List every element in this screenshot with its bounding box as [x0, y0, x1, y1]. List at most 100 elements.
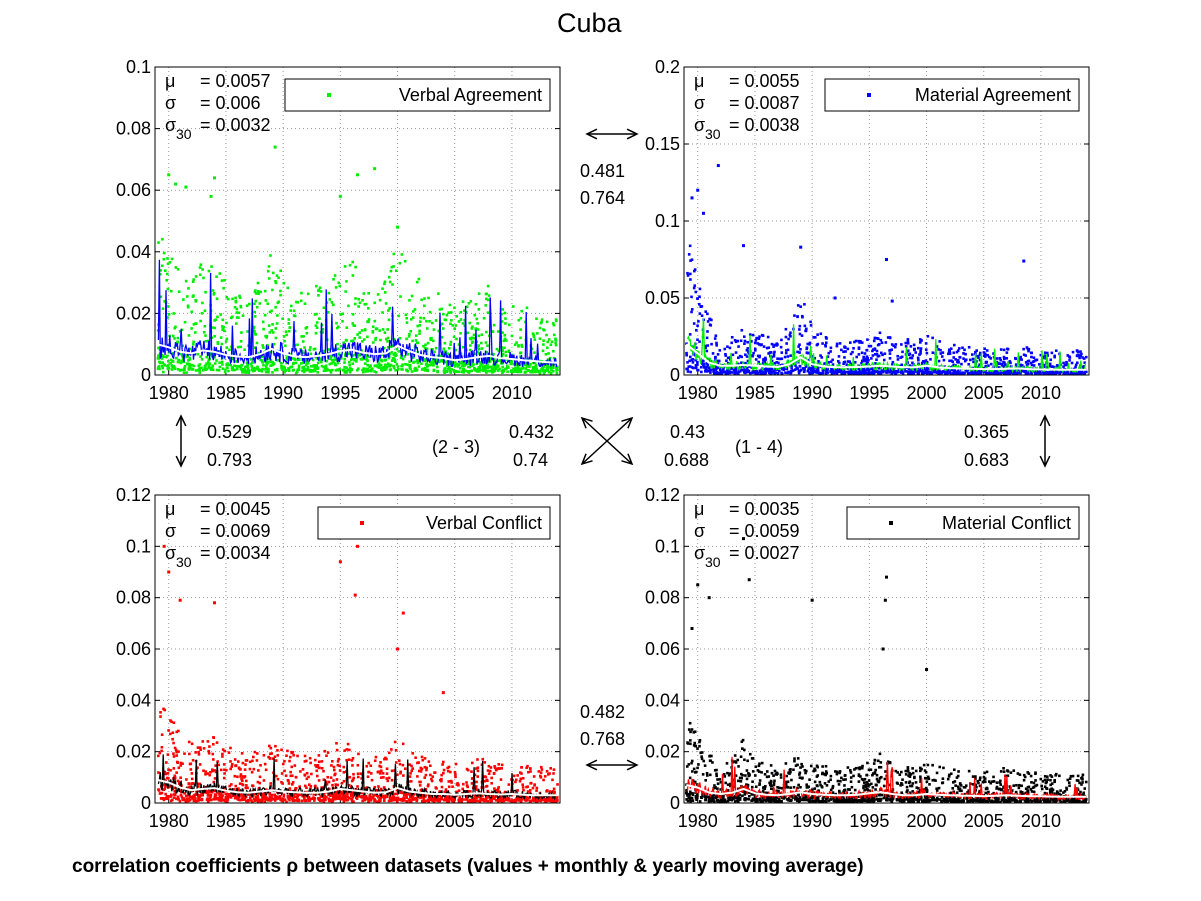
data-point [479, 341, 483, 345]
data-point [408, 800, 411, 803]
data-point [873, 366, 877, 369]
data-point [406, 352, 410, 356]
data-point [696, 360, 699, 364]
data-point [737, 356, 740, 360]
data-point [500, 312, 503, 316]
data-point [372, 794, 375, 797]
data-point [453, 306, 456, 310]
data-point [296, 792, 299, 795]
data-point [370, 796, 374, 799]
data-point [347, 784, 351, 787]
data-point [976, 354, 980, 358]
data-point [1033, 370, 1036, 374]
data-point [705, 336, 709, 340]
x-tick-label: 2000 [378, 811, 418, 831]
data-point [253, 366, 256, 370]
data-point [345, 369, 348, 373]
data-point [159, 792, 162, 795]
data-point [525, 362, 528, 365]
data-point [756, 354, 760, 358]
data-point [470, 361, 474, 365]
data-point [949, 347, 953, 350]
data-point [256, 780, 260, 784]
data-point [553, 362, 556, 366]
data-point [849, 341, 852, 344]
data-point [378, 329, 381, 332]
data-point [158, 367, 161, 371]
data-point [433, 794, 437, 798]
data-point [156, 367, 160, 370]
data-point [746, 347, 750, 350]
data-point [346, 368, 349, 371]
data-point [919, 352, 922, 355]
data-point [767, 367, 771, 371]
data-point [160, 733, 164, 737]
data-point [180, 795, 184, 799]
data-point [365, 796, 369, 800]
data-point [442, 771, 445, 775]
legend: Material Agreement [824, 78, 1080, 112]
data-point [553, 792, 556, 796]
data-point [187, 740, 191, 744]
data-point [257, 769, 260, 772]
data-point [341, 368, 345, 372]
data-point [911, 372, 915, 375]
data-point [822, 371, 825, 375]
data-point [536, 799, 539, 803]
data-point [269, 746, 273, 750]
data-point [978, 363, 982, 366]
data-point [386, 336, 390, 340]
data-point [294, 361, 298, 365]
data-point [989, 357, 993, 360]
data-point [367, 761, 370, 765]
data-point [184, 279, 188, 283]
data-point [428, 310, 432, 314]
data-point [305, 362, 309, 365]
data-point [773, 370, 776, 374]
data-point [200, 366, 203, 370]
data-point [244, 786, 248, 790]
data-point [529, 370, 532, 373]
data-point [377, 362, 381, 366]
data-point [529, 782, 532, 785]
data-point [743, 339, 747, 343]
data-point [765, 346, 769, 350]
x-tick-label: 1995 [320, 811, 360, 831]
data-point [255, 799, 258, 802]
data-point [303, 368, 306, 372]
data-point [854, 370, 858, 373]
data-point [175, 750, 178, 754]
data-point [198, 782, 202, 786]
data-point [542, 798, 546, 801]
data-point [501, 368, 505, 372]
data-point [541, 368, 545, 372]
data-point [202, 769, 205, 773]
data-point [267, 324, 271, 327]
data-point [302, 361, 305, 364]
data-point [986, 372, 990, 375]
data-point [780, 357, 784, 361]
data-point [539, 776, 543, 779]
data-point [498, 767, 501, 770]
data-point [962, 352, 965, 355]
data-point [346, 742, 350, 746]
data-point [279, 289, 282, 293]
data-point [763, 359, 767, 362]
data-point [351, 260, 355, 264]
data-point [380, 366, 384, 370]
data-point [525, 365, 529, 368]
data-point [186, 793, 190, 797]
data-point [1084, 355, 1088, 359]
x-tick-label: 2005 [435, 383, 475, 403]
data-point [519, 328, 522, 331]
data-point [1020, 358, 1023, 361]
data-point [393, 740, 397, 744]
data-point [184, 353, 187, 357]
data-point [744, 361, 747, 365]
data-point [872, 339, 876, 343]
data-point [1068, 359, 1071, 362]
data-point [191, 782, 194, 785]
data-point [276, 795, 280, 799]
data-point [179, 776, 182, 780]
data-point [190, 367, 193, 371]
